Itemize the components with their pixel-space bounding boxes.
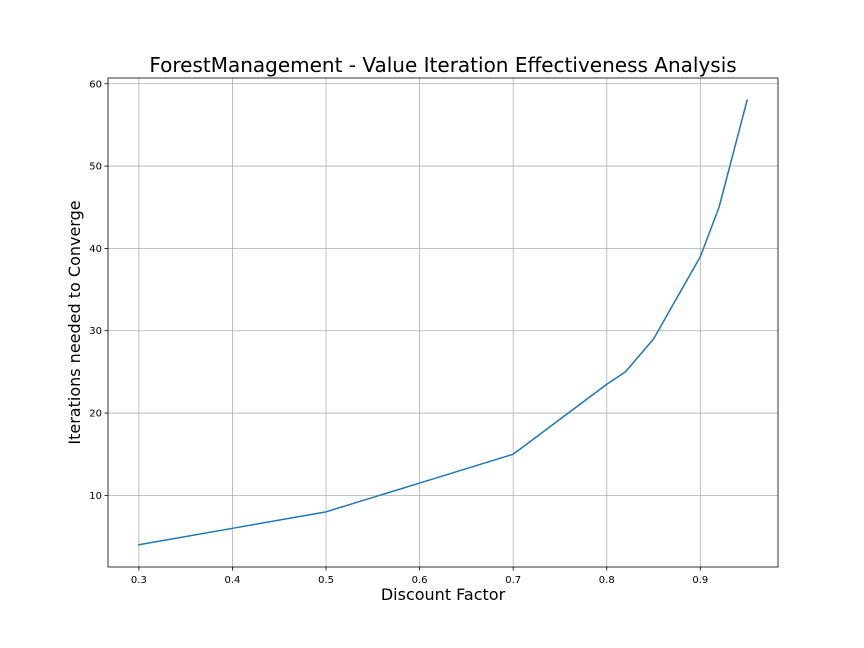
chart-title: ForestManagement - Value Iteration Effec… [149, 53, 736, 77]
y-tick-label: 60 [89, 79, 102, 90]
y-tick-label: 30 [89, 326, 102, 337]
x-tick-label: 0.4 [225, 575, 241, 586]
y-tick-label: 20 [89, 409, 102, 420]
y-axis: 10 20 30 40 50 60 [89, 79, 108, 502]
gridlines [108, 78, 778, 567]
x-tick-label: 0.6 [412, 575, 428, 586]
y-axis-label: Iterations needed to Converge [65, 200, 84, 444]
y-tick-label: 10 [89, 491, 102, 502]
plot-frame [107, 77, 779, 568]
x-axis-label: Discount Factor [381, 585, 506, 604]
x-tick-label: 0.3 [131, 575, 147, 586]
y-tick-label: 50 [89, 162, 102, 173]
x-tick-label: 0.7 [505, 575, 521, 586]
x-axis: 0.3 0.4 0.5 0.6 0.7 0.8 0.9 [131, 567, 708, 586]
y-tick-label: 40 [89, 244, 102, 255]
x-tick-label: 0.9 [692, 575, 708, 586]
series-line-0 [138, 99, 749, 546]
x-tick-label: 0.8 [599, 575, 615, 586]
series-layer [138, 99, 749, 546]
x-tick-label: 0.5 [318, 575, 334, 586]
